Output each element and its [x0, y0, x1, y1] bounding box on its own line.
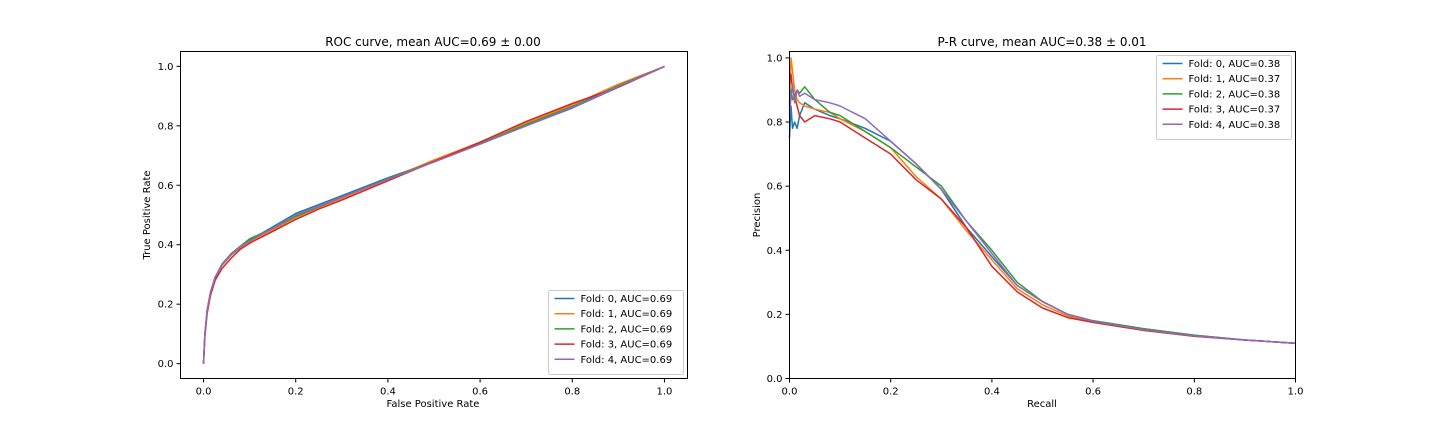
pr-ticks: 0.0 0.2 0.4 0.6 0.8 1.0 0.0 0.2 0.4 0.6 0.8 1.0 [767, 53, 1304, 397]
roc-xtick-label: 0.2 [288, 387, 304, 398]
roc-title: ROC curve, mean AUC=0.69 ± 0.00 [325, 35, 541, 49]
pr-legend-box [1156, 55, 1292, 140]
pr-ytick-label: 0.2 [767, 310, 783, 321]
pr-legend-entry: Fold: 0, AUC=0.38 [1189, 59, 1281, 70]
pr-plot-frame [789, 51, 1296, 379]
pr-xtick-label: 0.0 [782, 387, 798, 398]
roc-ytick-label: 0.0 [158, 359, 174, 370]
pr-legend-entry: Fold: 3, AUC=0.37 [1189, 105, 1281, 116]
roc-legend-entry: Fold: 2, AUC=0.69 [581, 324, 673, 335]
pr-legend-entry: Fold: 1, AUC=0.37 [1189, 74, 1281, 85]
pr-series-line-fold-3 [788, 73, 1296, 344]
roc-ylabel: True Positive Rate [142, 170, 153, 260]
pr-ylabel: Precision [752, 193, 763, 238]
pr-xtick-label: 0.4 [984, 387, 1000, 398]
pr-ytick-label: 1.0 [767, 53, 783, 64]
pr-legend-entry: Fold: 4, AUC=0.38 [1189, 120, 1281, 131]
pr-xtick-label: 0.2 [883, 387, 899, 398]
roc-xlabel: False Positive Rate [387, 399, 480, 410]
roc-legend-entry: Fold: 3, AUC=0.69 [581, 340, 673, 351]
roc-legend-entry: Fold: 1, AUC=0.69 [581, 309, 673, 320]
roc-xtick-label: 0.0 [196, 387, 212, 398]
roc-legend-entry: Fold: 0, AUC=0.69 [581, 294, 673, 305]
pr-legend-entry: Fold: 2, AUC=0.38 [1189, 89, 1281, 100]
roc-ytick-label: 0.2 [158, 300, 174, 311]
roc-ticks: 0.0 0.2 0.4 0.6 0.8 1.0 0.0 0.2 0.4 0.6 0.8 1.0 [158, 62, 673, 398]
roc-legend-box [548, 290, 684, 375]
pr-ytick-label: 0.6 [767, 182, 783, 193]
pr-xlabel: Recall [1027, 399, 1057, 410]
roc-series-line-fold-3 [202, 65, 665, 364]
pr-series-line-fold-4 [788, 82, 1296, 344]
pr-xtick-label: 0.8 [1186, 387, 1202, 398]
roc-ytick-label: 0.8 [158, 121, 174, 132]
pr-xtick-label: 0.6 [1085, 387, 1101, 398]
roc-xtick-label: 1.0 [657, 387, 673, 398]
pr-ytick-label: 0.8 [767, 118, 783, 129]
pr-ytick-label: 0.0 [767, 374, 783, 385]
roc-curves [202, 65, 665, 364]
pr-legend: Fold: 0, AUC=0.38 Fold: 1, AUC=0.37 Fold: … [1156, 55, 1292, 140]
roc-series-line-fold-4 [202, 65, 665, 364]
roc-ytick-label: 0.4 [158, 240, 174, 251]
roc-plot-frame [180, 51, 688, 379]
roc-xtick-label: 0.6 [472, 387, 488, 398]
pr-title: P-R curve, mean AUC=0.38 ± 0.01 [937, 35, 1146, 49]
roc-xtick-label: 0.4 [380, 387, 396, 398]
roc-legend-entry: Fold: 4, AUC=0.69 [581, 355, 673, 366]
pr-ytick-label: 0.4 [767, 246, 783, 257]
roc-chart: ROC curve, mean AUC=0.69 ± 0.00 False Po… [142, 35, 688, 410]
roc-xtick-label: 0.8 [564, 387, 580, 398]
roc-ytick-label: 1.0 [158, 62, 174, 73]
pr-curves [788, 57, 1296, 344]
pr-chart: P-R curve, mean AUC=0.38 ± 0.01 Recall P… [752, 35, 1303, 410]
pr-xtick-label: 1.0 [1288, 387, 1304, 398]
roc-legend: Fold: 0, AUC=0.69 Fold: 1, AUC=0.69 Fold: … [548, 290, 684, 375]
roc-ytick-label: 0.6 [158, 181, 174, 192]
